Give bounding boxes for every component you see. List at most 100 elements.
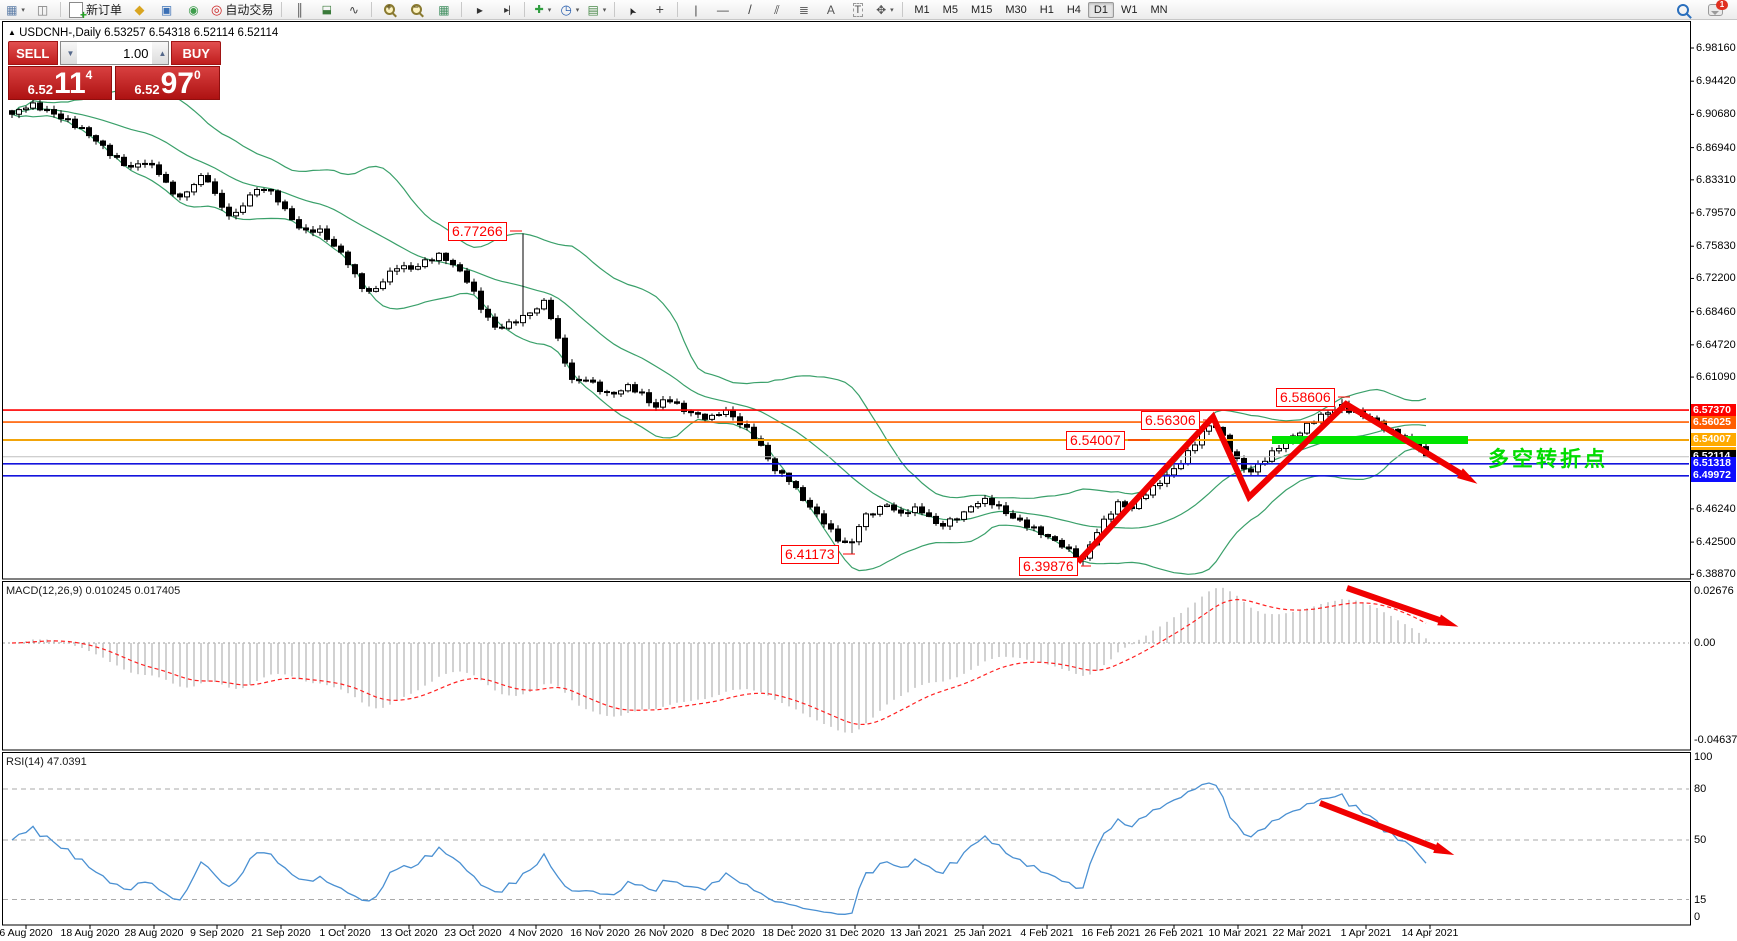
gold-diamond-icon <box>135 4 145 16</box>
rsi-pane[interactable] <box>2 752 1690 925</box>
trendline-icon <box>748 4 752 16</box>
toolbar-separator <box>60 2 61 17</box>
line-chart-mode-button[interactable] <box>341 0 366 19</box>
line-chart-icon <box>349 4 359 16</box>
crosshair-tool-button[interactable] <box>647 0 672 19</box>
auto-scroll-icon <box>477 4 483 16</box>
toolbar-separator <box>614 2 616 17</box>
new-chart-button[interactable]: ▾ <box>3 0 28 19</box>
horizontal-line-tool-button[interactable] <box>710 0 735 19</box>
webcast-button[interactable] <box>181 0 206 19</box>
virtual-hosting-button[interactable] <box>154 0 179 19</box>
volume-input[interactable] <box>76 42 153 64</box>
toolbar: ▾ 新订单 自动交易 + − ▾ ▾ ▾ <box>0 0 1737 22</box>
symbol-period-title: USDCNH-,Daily <box>19 27 101 39</box>
notification-badge: 1 <box>1716 0 1728 10</box>
toolbar-separator <box>677 2 679 17</box>
new-order-icon <box>69 1 87 22</box>
sell-price-sup: 4 <box>85 68 93 82</box>
timeframe-button-m30[interactable]: M30 <box>1005 3 1027 16</box>
fibonacci-tool-button[interactable] <box>791 0 816 19</box>
new-order-label: 新订单 <box>86 3 123 17</box>
chart-profiles-button[interactable] <box>30 0 55 19</box>
timeframe-button-m1[interactable]: M1 <box>914 3 930 16</box>
indicators-button[interactable]: ▾ <box>530 0 555 19</box>
chart-shift-icon <box>504 3 510 17</box>
hosting-icon <box>161 4 172 16</box>
collapse-triangle-icon[interactable]: ▲ <box>8 28 16 37</box>
search-icon <box>1676 3 1689 16</box>
tile-windows-button[interactable] <box>431 0 456 19</box>
trendline-tool-button[interactable] <box>737 0 762 19</box>
volume-box: ▼ ▲ <box>59 41 170 65</box>
candlestick-icon <box>322 3 332 16</box>
volume-decrease-button[interactable]: ▼ <box>60 42 77 64</box>
auto-trading-button[interactable]: 自动交易 <box>208 0 276 19</box>
ohlc-values: 6.53257 6.54318 6.52114 6.52114 <box>104 27 279 39</box>
bar-chart-icon <box>296 4 305 16</box>
auto-trading-label: 自动交易 <box>225 3 274 17</box>
sell-button[interactable]: SELL <box>8 41 58 65</box>
chart-title: ▲ USDCNH-,Daily 6.53257 6.54318 6.52114 … <box>8 27 278 39</box>
chart-shift-button[interactable] <box>494 0 519 19</box>
profiles-icon <box>37 4 48 16</box>
cursor-icon <box>629 3 637 17</box>
cursor-tool-button[interactable] <box>620 0 645 19</box>
toolbar-separator <box>524 2 526 17</box>
timeframe-button-d1[interactable]: D1 <box>1087 1 1114 18</box>
date-axis[interactable] <box>0 925 1690 941</box>
template-icon <box>587 4 598 16</box>
chat-bubble-icon: 1 <box>1708 0 1728 16</box>
horizontal-line-icon <box>717 4 729 16</box>
templates-button[interactable]: ▾ <box>584 0 609 19</box>
tile-windows-icon <box>438 4 449 16</box>
notifications-button[interactable]: 1 <box>1703 0 1728 19</box>
fibonacci-icon <box>799 4 809 16</box>
text-tool-button[interactable] <box>818 0 843 19</box>
price-axis[interactable] <box>1690 21 1737 925</box>
auto-scroll-button[interactable] <box>467 0 492 19</box>
channel-icon <box>774 4 779 16</box>
toolbar-separator <box>371 2 373 17</box>
sell-price-display[interactable]: 6.52 11 4 <box>8 66 112 100</box>
zoom-out-button[interactable]: − <box>404 0 429 19</box>
buy-price-big: 97 <box>160 67 194 100</box>
toolbar-separator <box>902 2 904 17</box>
toolbar-right-group: 1 <box>1670 0 1734 19</box>
new-order-button[interactable]: 新订单 <box>66 0 125 22</box>
text-icon <box>827 4 835 16</box>
timeframe-button-mn[interactable]: MN <box>1150 3 1168 16</box>
arrows-icon <box>876 4 886 16</box>
macd-pane[interactable] <box>2 581 1690 750</box>
bar-chart-mode-button[interactable] <box>287 0 312 19</box>
arrows-tool-button[interactable]: ▾ <box>872 0 897 19</box>
buy-price-small: 6.52 <box>134 82 160 97</box>
chevron-down-icon: ▾ <box>890 6 894 14</box>
text-label-icon <box>853 3 864 16</box>
periods-button[interactable]: ▾ <box>557 0 582 19</box>
timeframe-button-m15[interactable]: M15 <box>970 3 993 16</box>
one-click-trading-panel: SELL ▼ ▲ BUY 6.52 11 4 6.52 97 0 <box>8 41 221 100</box>
crosshair-icon <box>656 3 664 16</box>
zoom-out-icon: − <box>411 2 423 15</box>
timeframe-button-w1[interactable]: W1 <box>1120 3 1138 16</box>
zoom-in-button[interactable]: + <box>377 0 402 19</box>
timeframe-button-h4[interactable]: H4 <box>1066 3 1081 16</box>
broadcast-icon <box>188 4 198 16</box>
chevron-down-icon: ▾ <box>575 6 580 14</box>
text-label-tool-button[interactable] <box>845 0 870 19</box>
search-button[interactable] <box>1670 0 1695 19</box>
buy-button[interactable]: BUY <box>171 41 221 65</box>
candlestick-mode-button[interactable] <box>314 0 339 19</box>
chevron-down-icon: ▾ <box>602 6 607 14</box>
clock-icon <box>560 4 571 16</box>
equidistant-channel-tool-button[interactable] <box>764 0 789 19</box>
chevron-down-icon: ▾ <box>547 6 552 14</box>
volume-increase-button[interactable]: ▲ <box>152 42 169 64</box>
timeframe-button-m5[interactable]: M5 <box>942 3 958 16</box>
buy-price-display[interactable]: 6.52 97 0 <box>115 66 220 100</box>
timeframe-button-h1[interactable]: H1 <box>1039 3 1054 16</box>
main-chart-pane[interactable] <box>2 21 1690 579</box>
vertical-line-tool-button[interactable] <box>683 0 708 19</box>
mql-community-button[interactable] <box>127 0 152 19</box>
